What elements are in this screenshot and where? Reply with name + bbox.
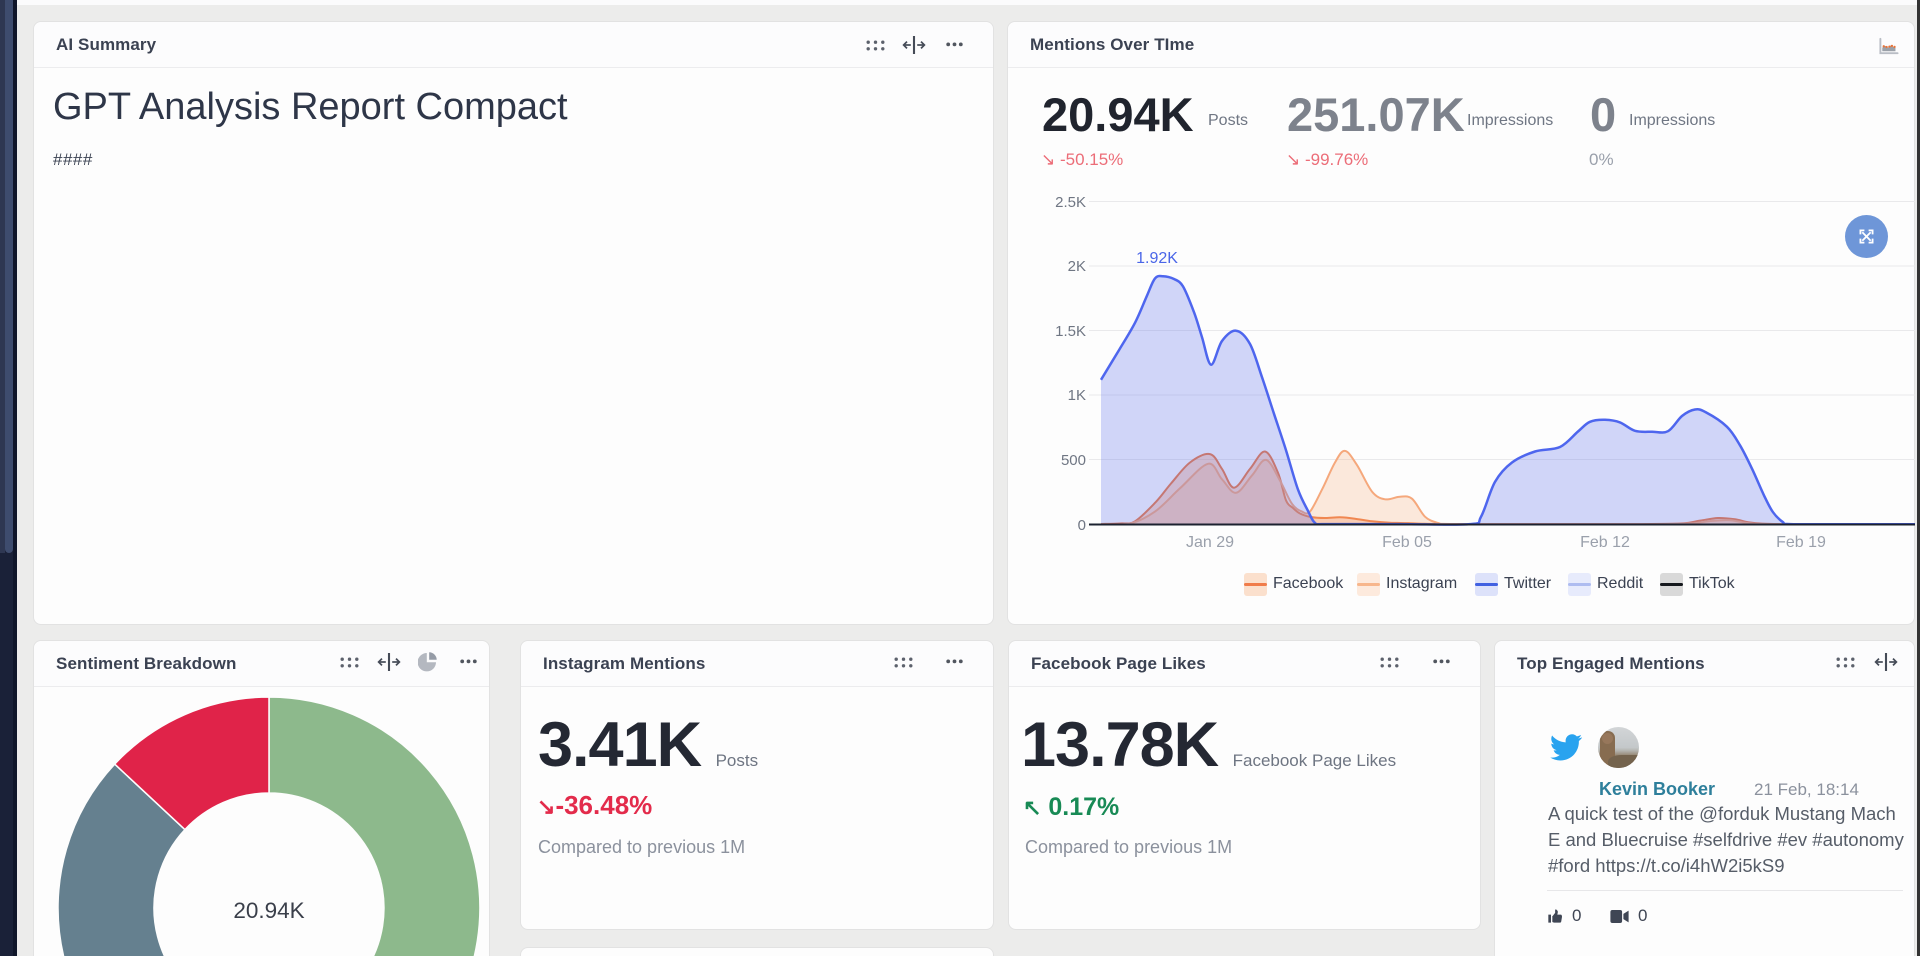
- svg-text:Jan 29: Jan 29: [1186, 534, 1234, 551]
- svg-text:2.5K: 2.5K: [1055, 194, 1086, 211]
- svg-text:Feb 19: Feb 19: [1776, 534, 1826, 551]
- svg-text:1K: 1K: [1068, 387, 1086, 404]
- svg-text:2K: 2K: [1068, 258, 1086, 275]
- svg-text:Feb 05: Feb 05: [1382, 534, 1432, 551]
- svg-text:1.92K: 1.92K: [1136, 250, 1178, 267]
- svg-text:500: 500: [1061, 452, 1086, 469]
- svg-text:Feb 12: Feb 12: [1580, 534, 1630, 551]
- svg-text:0: 0: [1078, 517, 1086, 534]
- svg-text:20.94K: 20.94K: [233, 898, 304, 923]
- svg-text:1.5K: 1.5K: [1055, 323, 1086, 340]
